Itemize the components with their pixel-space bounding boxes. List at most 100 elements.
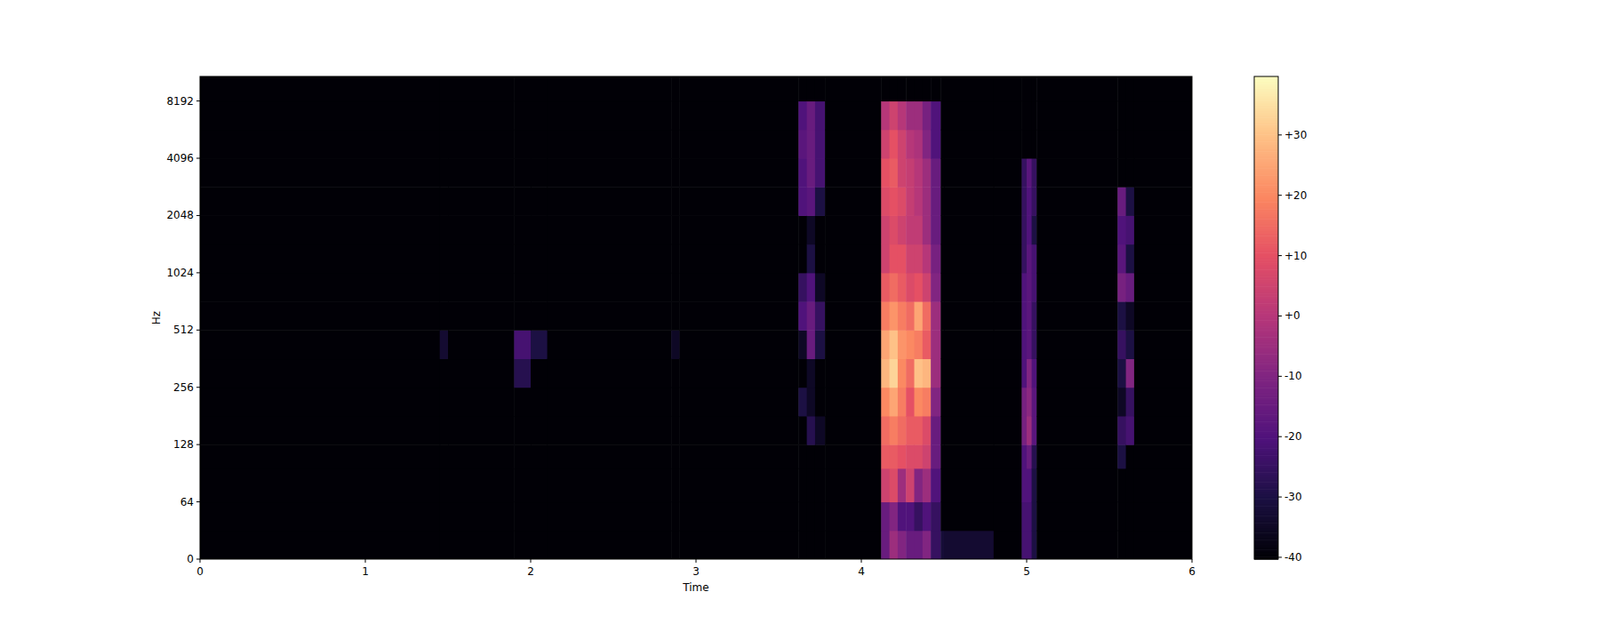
cell [1126,444,1136,469]
cell [897,158,907,188]
cell [1134,158,1192,188]
cell [513,244,531,274]
cell [897,416,907,446]
cell [1032,215,1038,245]
cell [1032,76,1038,102]
cell [671,76,680,102]
cell [944,329,994,360]
cell [547,101,672,131]
cell [530,416,548,446]
cell [547,186,672,216]
cell [798,416,808,446]
y-tick [196,559,200,560]
cell [1134,272,1192,303]
cell [200,301,440,331]
cell [922,301,932,331]
cell [905,387,915,417]
cell [993,76,1023,102]
cell [807,129,816,160]
cell [824,468,882,503]
cell [922,444,932,469]
cell [897,359,907,389]
cell [440,359,449,389]
cell [1117,329,1127,360]
cell [679,530,799,560]
cell [944,301,994,331]
cell [1021,502,1027,532]
cell [671,416,680,446]
cell [993,158,1023,188]
cell [448,158,515,188]
cell [930,468,942,503]
cell [1026,129,1032,160]
cell [993,444,1023,469]
cell [930,387,942,417]
cell [930,502,942,532]
colorbar-tick [1278,134,1282,136]
cell [1036,444,1119,469]
cell [1021,244,1027,274]
cell [880,158,890,188]
cell [940,416,944,446]
cell [671,530,680,560]
cell [1117,387,1127,417]
x-tick-label: 3 [692,565,700,578]
cell [993,359,1023,389]
cell [671,215,680,245]
cell [940,101,944,131]
cell [798,129,808,160]
cell [513,530,531,560]
cell [993,272,1023,303]
cell [940,272,944,303]
cell [1026,215,1032,245]
cell [1026,186,1032,216]
cell [530,186,548,216]
cell [993,416,1023,446]
cell [1036,502,1119,532]
y-tick-label: 0 [186,552,194,566]
cell [807,387,816,417]
cell [897,244,907,274]
cell [1021,530,1027,560]
cell [440,530,449,560]
cell [889,101,899,131]
cell [200,272,440,303]
cell [1032,329,1038,360]
cell [922,530,932,560]
cell [922,329,932,360]
cell [905,468,915,503]
cell [897,329,907,360]
cell [671,444,680,469]
cell [940,359,944,389]
cell [530,158,548,188]
cell [200,468,440,503]
cell [798,272,808,303]
y-tick-label: 1024 [166,266,194,280]
cell [440,502,449,532]
cell [807,468,816,503]
cell [440,244,449,274]
cell [993,468,1023,503]
cell [513,101,531,131]
cell [944,76,994,102]
cell [1032,444,1038,469]
cell [1032,416,1038,446]
cell [679,329,799,360]
colorbar-tick-label: +30 [1284,128,1307,142]
cell [889,186,899,216]
cell [448,387,515,417]
cell [1036,76,1119,102]
cell [1032,186,1038,216]
cell [993,101,1023,131]
cell [1021,329,1027,360]
cell [807,272,816,303]
cell [530,129,548,160]
cell [671,387,680,417]
cell [889,158,899,188]
cell [880,129,890,160]
cell [944,101,994,131]
cell [547,359,672,389]
colorbar-tick [1278,496,1282,498]
cell [1126,502,1136,532]
colorbar-tick-label: -10 [1284,369,1303,383]
